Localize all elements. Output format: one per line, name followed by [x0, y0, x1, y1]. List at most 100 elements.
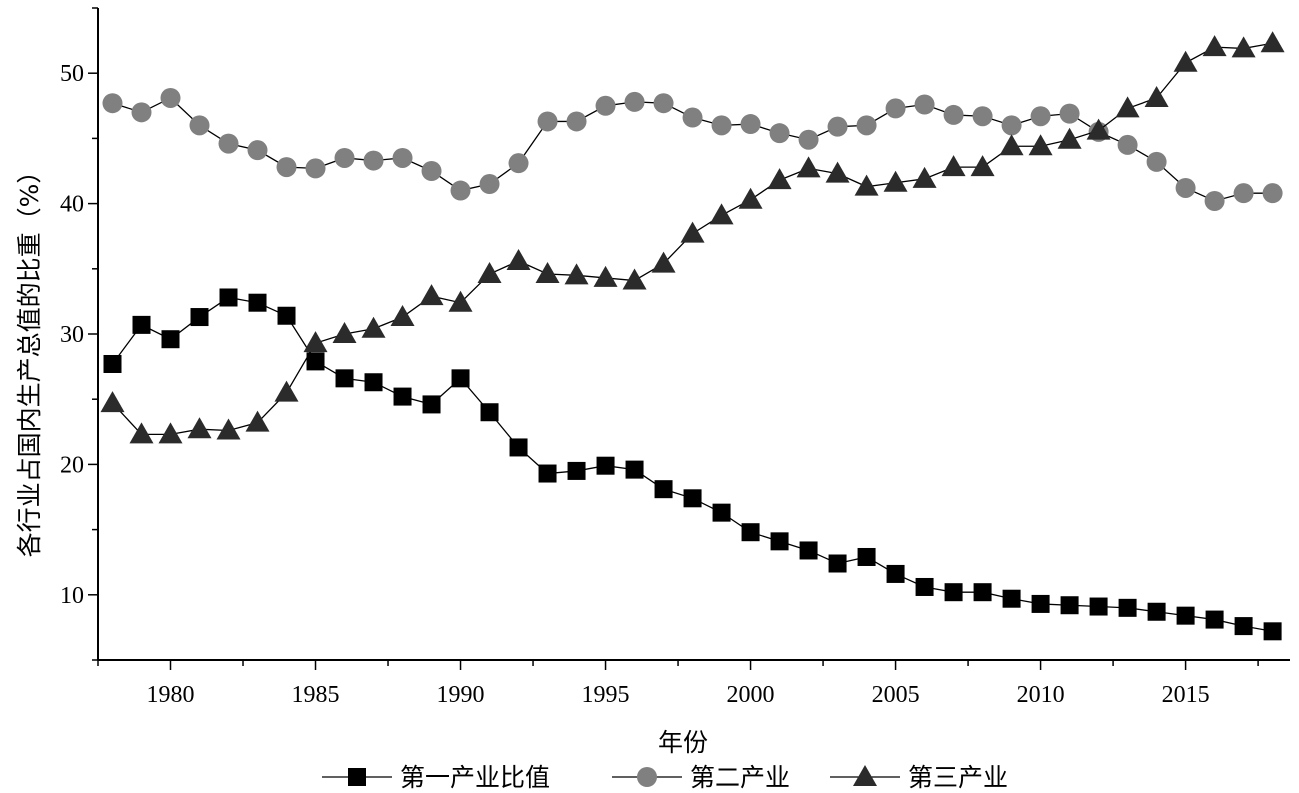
data-point [393, 387, 412, 406]
data-point [451, 369, 470, 388]
data-point [653, 93, 674, 114]
data-point [361, 316, 386, 338]
legend: 第一产业比值 第二产业 第三产业 [322, 763, 1008, 792]
legend-item-2: 第二产业 [612, 763, 790, 792]
data-point [335, 369, 354, 388]
y-axis-title: 各行业占国内生产总值的比重（%） [15, 159, 44, 558]
data-point [1117, 134, 1138, 155]
data-point [796, 156, 821, 178]
data-point [885, 98, 906, 119]
legend-marker [637, 767, 657, 787]
data-point [132, 315, 151, 334]
data-point [596, 456, 615, 475]
legend-item-3: 第三产业 [830, 763, 1008, 792]
x-tick-label: 2015 [1162, 682, 1210, 708]
data-point [564, 263, 589, 285]
data-point [306, 352, 325, 371]
data-point [363, 150, 384, 171]
legend-label: 第一产业比值 [400, 763, 550, 792]
data-point [158, 422, 183, 444]
data-point [886, 564, 905, 583]
data-point [1234, 617, 1253, 636]
data-point [161, 330, 180, 349]
data-point [770, 532, 789, 551]
data-point [1144, 85, 1169, 107]
data-point [479, 174, 500, 195]
data-point [914, 94, 935, 115]
data-point [1262, 183, 1283, 204]
data-point [219, 288, 238, 307]
x-axis-title: 年份 [658, 728, 708, 757]
data-point [1028, 134, 1053, 156]
data-point [883, 170, 908, 192]
data-point [999, 134, 1024, 156]
data-point [1176, 606, 1195, 625]
data-point [1146, 151, 1167, 172]
data-point [856, 115, 877, 136]
y-tick-label: 20 [60, 452, 84, 478]
legend-label: 第三产业 [908, 763, 1008, 792]
x-tick-label: 1985 [292, 682, 340, 708]
data-point [190, 308, 209, 327]
data-point [535, 262, 560, 284]
data-point [448, 290, 473, 312]
data-point [741, 523, 760, 542]
data-point [334, 147, 355, 168]
data-point [941, 155, 966, 177]
data-point [798, 129, 819, 150]
data-point [187, 417, 212, 439]
series-layer [100, 31, 1285, 641]
data-point [712, 503, 731, 522]
data-point [390, 305, 415, 327]
data-point [624, 91, 645, 112]
data-point [1233, 183, 1254, 204]
data-point [1231, 36, 1256, 58]
data-point [305, 158, 326, 179]
data-point [450, 180, 471, 201]
data-point [332, 322, 357, 343]
data-point [1002, 589, 1021, 608]
data-point [622, 268, 647, 290]
data-point [508, 153, 529, 174]
data-point [422, 395, 441, 414]
data-point [1086, 118, 1111, 140]
axes: 1980 1985 1990 1995 2000 2005 2010 2015 10 20 30 40… [60, 7, 1290, 708]
data-point [364, 373, 383, 392]
data-point [506, 248, 531, 270]
data-point [419, 284, 444, 306]
data-point [682, 107, 703, 128]
data-point [477, 262, 502, 284]
data-point [593, 265, 618, 287]
data-point [103, 354, 122, 373]
data-point [509, 438, 528, 457]
data-point [1057, 127, 1082, 149]
data-point [825, 161, 850, 183]
data-point [595, 95, 616, 116]
x-tick-label: 1995 [582, 682, 630, 708]
data-point [567, 461, 586, 480]
data-point [189, 115, 210, 136]
data-point [480, 403, 499, 422]
data-point [102, 93, 123, 114]
legend-marker [348, 768, 366, 786]
data-point [944, 583, 963, 602]
data-point [1147, 602, 1166, 621]
data-point [303, 331, 328, 353]
legend-item-1: 第一产业比值 [322, 763, 550, 792]
data-point [245, 410, 270, 432]
data-point [828, 554, 847, 573]
data-point [1173, 50, 1198, 72]
data-point [218, 133, 239, 154]
data-point [566, 111, 587, 132]
data-point [738, 187, 763, 209]
x-tick-label: 1990 [437, 682, 485, 708]
data-point [769, 123, 790, 144]
series-line [111, 296, 1273, 632]
data-point [767, 168, 792, 190]
x-tick-label: 1980 [147, 682, 195, 708]
y-tick-label: 40 [60, 192, 84, 218]
data-point [1118, 598, 1137, 617]
data-point [421, 161, 442, 181]
series-3 [100, 31, 1285, 444]
